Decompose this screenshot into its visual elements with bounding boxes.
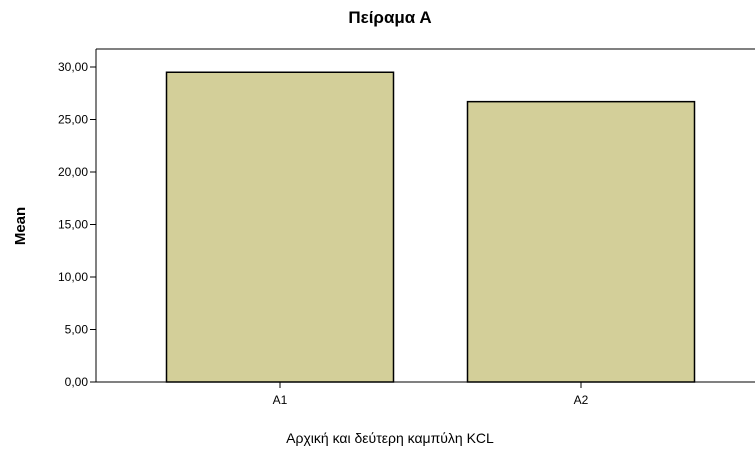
x-axis-title: Αρχική και δεύτερη καμπύλη KCL bbox=[286, 430, 494, 446]
y-tick-label: 25,00 bbox=[58, 113, 88, 127]
y-tick-label: 0,00 bbox=[65, 375, 89, 389]
y-tick-label: 15,00 bbox=[58, 218, 88, 232]
bar-a2 bbox=[466, 100, 696, 383]
x-tick-label: A1 bbox=[273, 393, 288, 407]
bar-a1 bbox=[165, 71, 395, 383]
plot-area bbox=[95, 48, 755, 383]
y-axis: 0,00 5,00 10,00 15,00 20,00 25,00 30,00 bbox=[58, 60, 96, 389]
y-tick-label: 5,00 bbox=[65, 323, 89, 337]
y-tick-label: 30,00 bbox=[58, 60, 88, 74]
y-tick-label: 10,00 bbox=[58, 270, 88, 284]
y-axis-title: Mean bbox=[12, 207, 29, 245]
x-tick-label: A2 bbox=[574, 393, 589, 407]
x-axis: A1 A2 bbox=[273, 382, 589, 407]
y-tick-label: 20,00 bbox=[58, 165, 88, 179]
chart-title: Πείραμα Α bbox=[348, 8, 431, 27]
